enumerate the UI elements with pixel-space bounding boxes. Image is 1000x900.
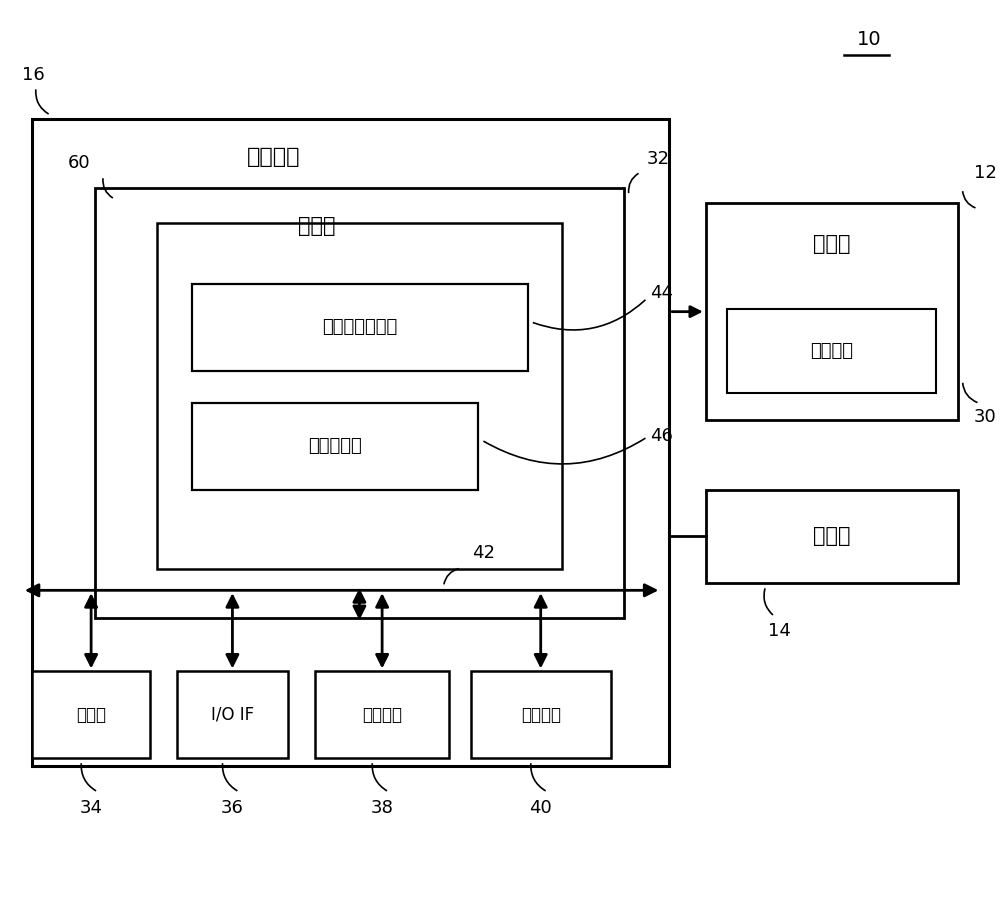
Text: 44: 44 [650, 284, 673, 302]
Bar [471, 671, 611, 759]
Text: 10: 10 [856, 31, 881, 50]
Bar [192, 284, 528, 371]
Text: 40: 40 [529, 798, 552, 816]
Text: 14: 14 [768, 622, 791, 640]
Text: 16: 16 [22, 66, 45, 84]
Text: 42: 42 [472, 544, 495, 562]
Bar [706, 203, 958, 420]
Bar [706, 490, 958, 583]
Text: 12: 12 [974, 165, 997, 183]
Text: 30: 30 [974, 409, 997, 427]
Text: 伺服马达: 伺服马达 [810, 342, 853, 360]
Text: 32: 32 [647, 149, 670, 167]
Text: 显示装置: 显示装置 [362, 706, 402, 724]
Text: I/O IF: I/O IF [211, 706, 254, 724]
Text: 60: 60 [68, 155, 90, 173]
Bar [157, 222, 562, 569]
Bar [32, 671, 150, 759]
Bar [727, 309, 936, 392]
Bar [192, 402, 478, 490]
Text: 处理器: 处理器 [298, 216, 336, 236]
Bar [177, 671, 288, 759]
Text: 34: 34 [80, 798, 103, 816]
Text: 控制装置: 控制装置 [247, 147, 301, 166]
Bar [32, 119, 669, 766]
Text: 输入装置: 输入装置 [521, 706, 561, 724]
Text: 关联生成部: 关联生成部 [308, 437, 362, 455]
Text: 36: 36 [221, 798, 244, 816]
Text: 存储器: 存储器 [76, 706, 106, 724]
Text: 检测数据获取部: 检测数据获取部 [322, 319, 398, 337]
Bar [315, 671, 449, 759]
Text: 46: 46 [650, 428, 673, 446]
Bar [95, 188, 624, 618]
Text: 机器人: 机器人 [813, 235, 850, 255]
Text: 传感器: 传感器 [813, 526, 850, 546]
Text: 38: 38 [371, 798, 394, 816]
